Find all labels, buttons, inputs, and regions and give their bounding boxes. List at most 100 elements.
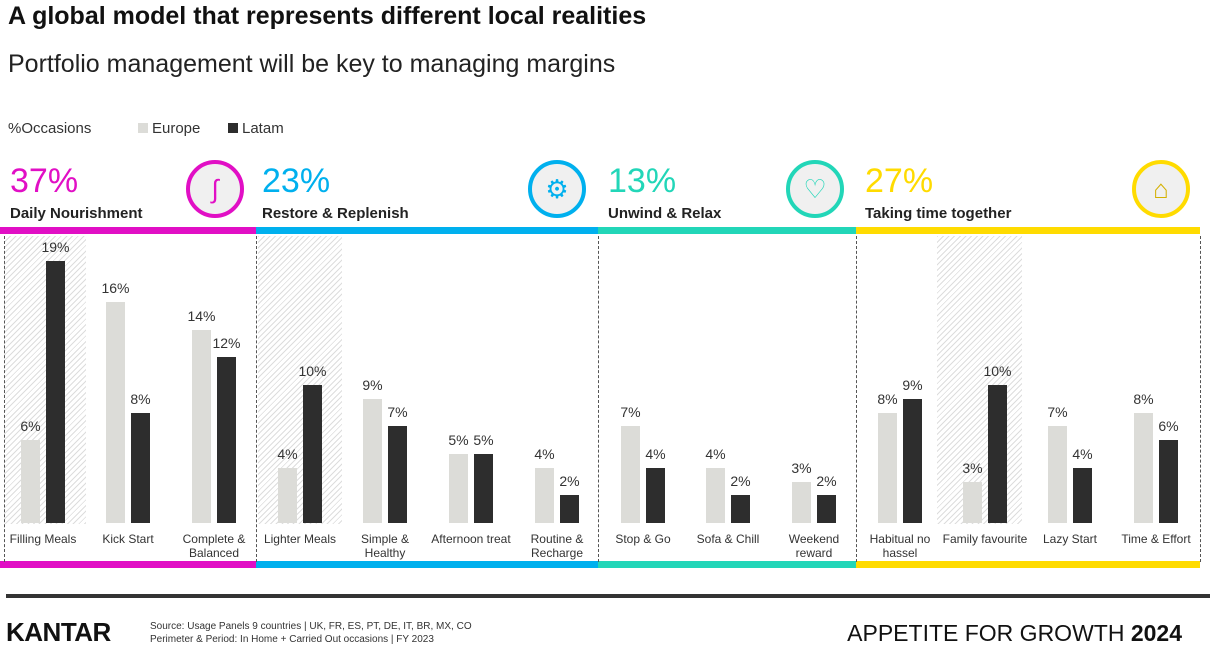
group-unwind-name: Unwind & Relax [608, 205, 722, 222]
data-label: 6% [20, 418, 41, 435]
period-note: Perimeter & Period: In Home + Carried Ou… [150, 634, 434, 645]
bar-latam [646, 467, 665, 523]
data-label: 9% [902, 376, 923, 393]
group-restore-pct: 23% [262, 162, 331, 200]
legend-europe: Europe [138, 120, 200, 137]
highlight-lighter-meals [258, 236, 342, 524]
bar-latam [131, 412, 150, 523]
band-top-restore [256, 227, 598, 234]
category-label: Sofa & Chill [696, 532, 760, 546]
kantar-logo: KANTAR [6, 617, 111, 647]
category-label: Weekend reward [788, 532, 840, 560]
brain-head-icon: ⚙ [528, 160, 586, 218]
data-label: 7% [620, 404, 641, 421]
group-restore-name: Restore & Replenish [262, 205, 409, 222]
category-label: Complete & Balanced [182, 532, 246, 560]
brand-year: 2024 [1130, 620, 1182, 646]
bar-europe [706, 467, 725, 523]
bar-europe [106, 302, 125, 523]
data-label: 12% [212, 335, 241, 352]
brand-text: APPETITE FOR GROWTH [847, 620, 1131, 646]
bar-latam [817, 495, 836, 523]
band-bottom-daily [0, 561, 256, 568]
latam-swatch [228, 123, 238, 133]
source-note: Source: Usage Panels 9 countries | UK, F… [150, 621, 472, 632]
data-label: 9% [362, 376, 383, 393]
bar-europe [878, 412, 897, 523]
divider [856, 236, 857, 562]
data-label: 4% [277, 445, 298, 462]
data-label: 4% [534, 445, 555, 462]
bar-europe [1048, 426, 1067, 523]
bar-europe [621, 426, 640, 523]
bar-latam [474, 454, 493, 523]
category-label: Family favourite [942, 532, 1028, 546]
bar-latam [731, 495, 750, 523]
bar-europe [21, 440, 40, 523]
band-bottom-unwind [598, 561, 856, 568]
group-daily-pct: 37% [10, 162, 79, 200]
data-label: 8% [877, 390, 898, 407]
europe-swatch [138, 123, 148, 133]
heart-icon: ♡ [786, 160, 844, 218]
page-title: A global model that represents different… [8, 2, 647, 30]
bar-europe [535, 467, 554, 523]
category-label: Lazy Start [1042, 532, 1098, 546]
bar-europe [363, 398, 382, 523]
band-top-daily [0, 227, 256, 234]
data-label: 4% [705, 445, 726, 462]
data-label: 7% [387, 404, 408, 421]
data-label: 7% [1047, 404, 1068, 421]
category-label: Filling Meals [9, 532, 77, 546]
data-label: 4% [1072, 445, 1093, 462]
highlight-filling-meals [4, 236, 86, 524]
bar-latam [560, 495, 579, 523]
data-label: 5% [448, 432, 469, 448]
band-top-together [856, 227, 1200, 234]
bar-latam [1073, 467, 1092, 523]
group-together-pct: 27% [865, 162, 934, 200]
bar-europe [963, 481, 982, 523]
data-label: 3% [791, 459, 812, 476]
legend-europe-label: Europe [152, 120, 201, 137]
chef-hat-icon: ⌂ [1132, 160, 1190, 218]
category-label: Afternoon treat [431, 532, 511, 546]
category-label: Time & Effort [1121, 532, 1191, 546]
divider [256, 236, 257, 562]
data-label: 5% [473, 432, 494, 448]
bar-europe [192, 329, 211, 523]
bar-latam [217, 357, 236, 523]
data-label: 10% [983, 363, 1012, 379]
footer-rule [6, 594, 1210, 598]
bar-europe [792, 481, 811, 523]
measure-label: %Occasions [8, 120, 92, 137]
category-label: Kick Start [102, 532, 154, 546]
category-label: Stop & Go [615, 532, 671, 546]
data-label: 14% [187, 307, 216, 324]
group-together-name: Taking time together [865, 205, 1012, 222]
data-label: 2% [730, 473, 751, 490]
bar-europe [278, 467, 297, 523]
data-label: 4% [645, 445, 666, 462]
highlight-family-favourite [937, 236, 1022, 524]
data-label: 8% [130, 390, 151, 407]
group-unwind-pct: 13% [608, 162, 677, 200]
bar-europe [1134, 412, 1153, 523]
bar-europe [449, 454, 468, 523]
category-label: Lighter Meals [263, 532, 337, 546]
bar-latam [46, 260, 65, 523]
data-label: 10% [298, 363, 327, 379]
bar-latam [903, 398, 922, 523]
band-top-unwind [598, 227, 856, 234]
data-label: 8% [1133, 390, 1154, 407]
divider [4, 236, 5, 562]
legend-latam-label: Latam [242, 120, 284, 137]
category-label: Habitual no hassel [869, 532, 931, 560]
data-label: 16% [101, 280, 130, 297]
data-label: 19% [41, 238, 70, 255]
divider [598, 236, 599, 562]
page-subtitle: Portfolio management will be key to mana… [8, 50, 616, 78]
divider [1200, 236, 1201, 562]
category-label: Routine & Recharge [530, 532, 584, 560]
data-label: 2% [559, 473, 580, 490]
